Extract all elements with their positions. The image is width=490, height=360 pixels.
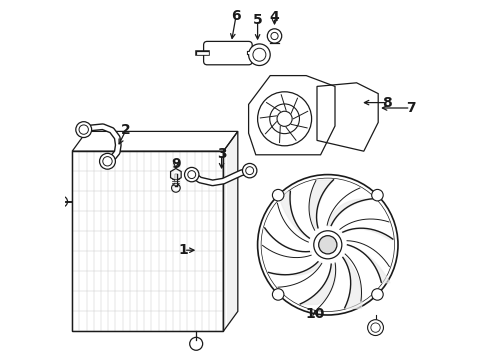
Circle shape [258, 92, 312, 146]
Circle shape [243, 163, 257, 178]
Circle shape [268, 29, 282, 43]
Circle shape [372, 189, 383, 201]
Text: 3: 3 [217, 147, 226, 161]
Circle shape [248, 44, 270, 66]
Text: 10: 10 [305, 307, 325, 321]
Text: 8: 8 [382, 96, 392, 109]
Circle shape [314, 231, 342, 259]
Circle shape [372, 289, 383, 300]
Circle shape [76, 122, 92, 138]
Text: 5: 5 [253, 13, 263, 27]
Text: 7: 7 [406, 101, 416, 115]
Circle shape [99, 153, 116, 169]
Text: 1: 1 [179, 243, 189, 257]
Circle shape [272, 189, 284, 201]
Circle shape [185, 167, 199, 182]
Text: 4: 4 [270, 10, 279, 24]
Circle shape [277, 111, 292, 126]
Circle shape [272, 289, 284, 300]
Text: 2: 2 [122, 123, 131, 136]
Text: 9: 9 [171, 157, 181, 171]
Circle shape [318, 236, 337, 254]
Circle shape [258, 175, 398, 315]
Circle shape [368, 320, 384, 336]
Text: 6: 6 [231, 9, 241, 23]
